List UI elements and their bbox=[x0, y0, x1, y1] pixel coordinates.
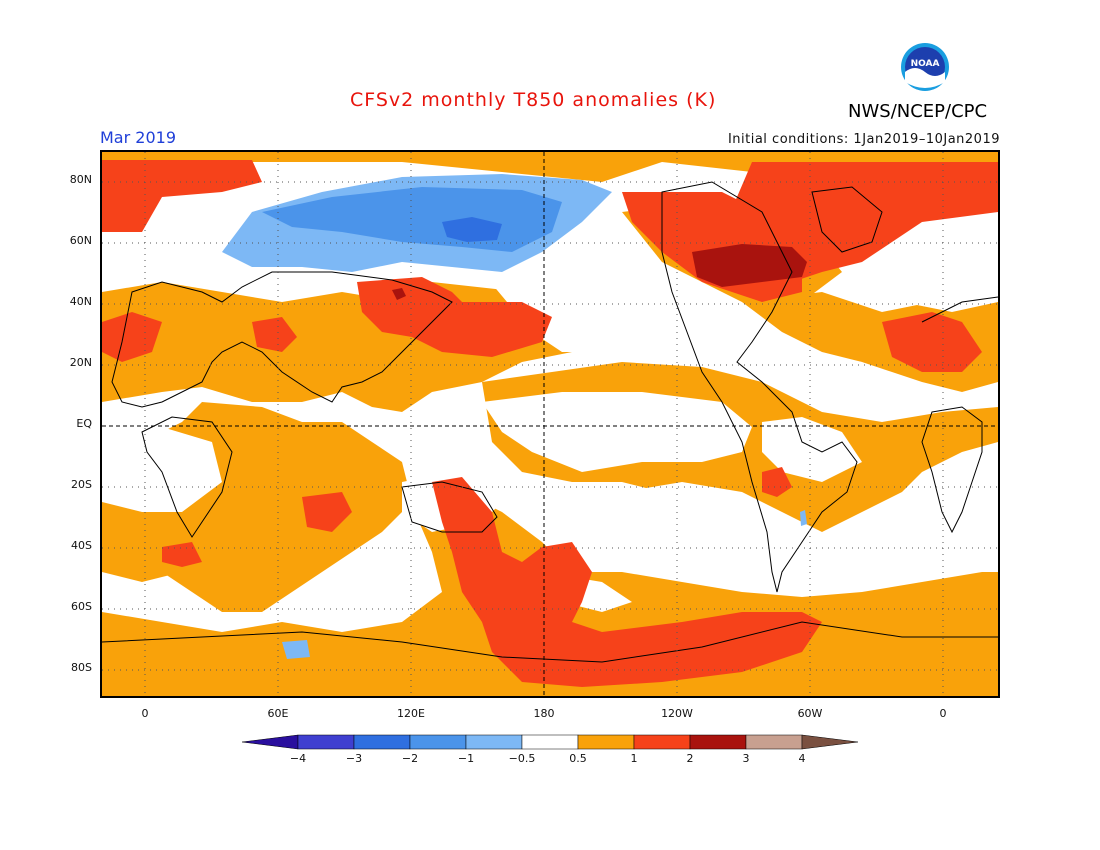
lat-label: 40N bbox=[69, 295, 92, 308]
noaa-logo-icon: NOAA bbox=[901, 43, 949, 91]
anomaly-darkred-area bbox=[392, 288, 406, 300]
anomaly-darkred-area bbox=[692, 244, 807, 287]
colorbar-segments bbox=[241, 734, 859, 750]
coastline bbox=[111, 271, 453, 408]
colorbar-arrow-left bbox=[241, 734, 299, 750]
colorbar-segment bbox=[297, 734, 355, 750]
lat-label: 80N bbox=[69, 173, 92, 186]
anomaly-area bbox=[800, 510, 807, 526]
neutral-area bbox=[762, 417, 862, 482]
colorbar-label: −0.5 bbox=[508, 752, 536, 765]
neutral-area bbox=[842, 252, 998, 312]
colorbar-segment bbox=[689, 734, 747, 750]
anomaly-area bbox=[882, 312, 982, 372]
anomaly-area bbox=[762, 467, 792, 497]
forecast-month: Mar 2019 bbox=[100, 128, 176, 147]
colorbar-segment bbox=[353, 734, 411, 750]
lon-label: 0 bbox=[141, 707, 149, 720]
anomaly-area bbox=[357, 277, 552, 357]
colorbar-label: 3 bbox=[742, 752, 750, 765]
colorbar-segment bbox=[521, 734, 579, 750]
colorbar-label: −3 bbox=[345, 752, 363, 765]
colorbar-label: 4 bbox=[798, 752, 806, 765]
anomaly-area bbox=[102, 312, 162, 362]
colorbar-label: −1 bbox=[457, 752, 475, 765]
lon-label: 120E bbox=[397, 707, 425, 720]
colorbar-label: 0.5 bbox=[569, 752, 587, 765]
lat-label: 60N bbox=[69, 234, 92, 247]
colorbar-segment bbox=[577, 734, 635, 750]
map-title: CFSv2 monthly T850 anomalies (K) bbox=[350, 89, 717, 111]
anomaly-area bbox=[252, 317, 297, 352]
colorbar-label: −2 bbox=[401, 752, 419, 765]
org-label: NWS/NCEP/CPC bbox=[848, 101, 988, 122]
coastline bbox=[401, 481, 498, 533]
anomaly-area bbox=[302, 492, 352, 532]
neutral-area bbox=[482, 392, 752, 472]
anomaly-blue-areas bbox=[222, 174, 807, 659]
colorbar-segment bbox=[745, 734, 803, 750]
lat-label: 60S bbox=[71, 600, 92, 613]
neutral-area bbox=[802, 352, 892, 402]
logo-text: NOAA bbox=[911, 59, 940, 69]
lon-label: 60E bbox=[267, 707, 289, 720]
graticule bbox=[102, 152, 998, 696]
colorbar-label: 2 bbox=[686, 752, 694, 765]
colorbar-label: 1 bbox=[630, 752, 638, 765]
coastlines bbox=[102, 181, 998, 663]
colorbar bbox=[241, 734, 859, 750]
lat-label: 80S bbox=[71, 661, 92, 674]
coastline bbox=[661, 181, 858, 593]
lon-label: 180 bbox=[533, 707, 555, 720]
lat-label: 20N bbox=[69, 356, 92, 369]
map-canvas bbox=[102, 152, 998, 696]
lon-label: 60W bbox=[797, 707, 823, 720]
lon-label: 120W bbox=[661, 707, 693, 720]
coastline bbox=[921, 296, 998, 323]
coastline bbox=[921, 406, 983, 534]
colorbar-segment bbox=[633, 734, 691, 750]
anomaly-area bbox=[442, 217, 502, 242]
anomaly-area bbox=[432, 477, 822, 687]
neutral-area bbox=[562, 482, 712, 542]
colorbar-segment bbox=[465, 734, 523, 750]
lon-label: 0 bbox=[939, 707, 947, 720]
colorbar-label: −4 bbox=[289, 752, 307, 765]
colorbar-arrow-right bbox=[801, 734, 859, 750]
anomaly-area bbox=[282, 640, 310, 659]
lat-label: EQ bbox=[76, 417, 92, 430]
neutral-area bbox=[102, 422, 222, 512]
colorbar-segment bbox=[409, 734, 467, 750]
initial-conditions: Initial conditions: 1Jan2019–10Jan2019 bbox=[727, 132, 1000, 147]
lat-label: 20S bbox=[71, 478, 92, 491]
anomaly-area bbox=[102, 160, 262, 232]
coastline bbox=[811, 186, 883, 253]
coastline bbox=[141, 416, 233, 538]
coastline bbox=[102, 621, 998, 663]
lat-label: 40S bbox=[71, 539, 92, 552]
anomaly-map bbox=[100, 150, 1000, 698]
